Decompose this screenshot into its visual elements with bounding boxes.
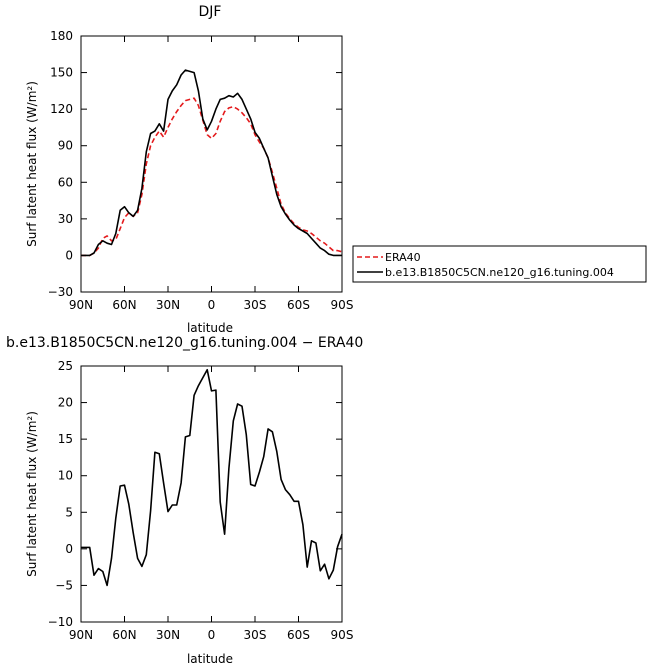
x-tick-label: 90S [331, 298, 354, 312]
x-tick-label: 90N [69, 298, 93, 312]
y-tick-label: 60 [58, 175, 73, 189]
y-tick-label: 10 [58, 469, 73, 483]
y-tick-label: 25 [58, 359, 73, 373]
x-tick-label: 0 [208, 298, 216, 312]
top-x-axis-label: latitude [187, 321, 233, 335]
y-tick-label: 30 [58, 212, 73, 226]
x-tick-label: 90N [69, 628, 93, 642]
top-panel-title: DJF [199, 4, 222, 20]
x-tick-label: 30N [156, 298, 180, 312]
x-tick-label: 60N [112, 298, 136, 312]
bottom-plot-frame [80, 365, 343, 623]
legend-label-model: b.e13.B1850C5CN.ne120_g16.tuning.004 [385, 266, 614, 279]
y-tick-label: 20 [58, 396, 73, 410]
y-tick-label: −30 [48, 285, 73, 299]
y-tick-label: 0 [65, 542, 73, 556]
x-tick-label: 30S [244, 628, 267, 642]
x-tick-label: 60N [112, 628, 136, 642]
legend-box [352, 245, 647, 283]
top-panel: DJF 90N 60N 30N 0 30S 60S 90S −30 0 30 60 90 120 150… [25, 4, 353, 335]
model-line [81, 368, 343, 587]
legend: ERA40 b.e13.B1850C5CN.ne120_g16.tuning.0… [352, 245, 647, 283]
y-tick-label: 120 [50, 102, 73, 116]
x-tick-label: 60S [287, 628, 310, 642]
y-tick-label: −10 [48, 615, 73, 629]
legend-label-era40: ERA40 [385, 251, 421, 264]
y-tick-label: 150 [50, 66, 73, 80]
y-tick-label: 0 [65, 248, 73, 262]
era40-line [81, 97, 343, 257]
bottom-panel: b.e13.B1850C5CN.ne120_g16.tuning.004 − E… [6, 335, 363, 666]
model-line [81, 69, 342, 257]
x-tick-label: 60S [287, 298, 310, 312]
y-tick-label: 90 [58, 139, 73, 153]
x-tick-label: 30S [244, 298, 267, 312]
x-tick-label: 30N [156, 628, 180, 642]
x-tick-label: 90S [331, 628, 354, 642]
y-tick-label: 5 [65, 505, 73, 519]
top-y-axis-label: Surf latent heat flux (W/m²) [25, 81, 39, 247]
y-tick-label: −5 [55, 578, 73, 592]
top-plot-frame [80, 35, 343, 293]
bottom-panel-title: b.e13.B1850C5CN.ne120_g16.tuning.004 − E… [6, 335, 363, 351]
bottom-y-axis-label: Surf latent heat flux (W/m²) [25, 411, 39, 577]
y-tick-label: 180 [50, 29, 73, 43]
x-tick-label: 0 [208, 628, 216, 642]
bottom-x-axis-label: latitude [187, 652, 233, 666]
y-tick-label: 15 [58, 432, 73, 446]
